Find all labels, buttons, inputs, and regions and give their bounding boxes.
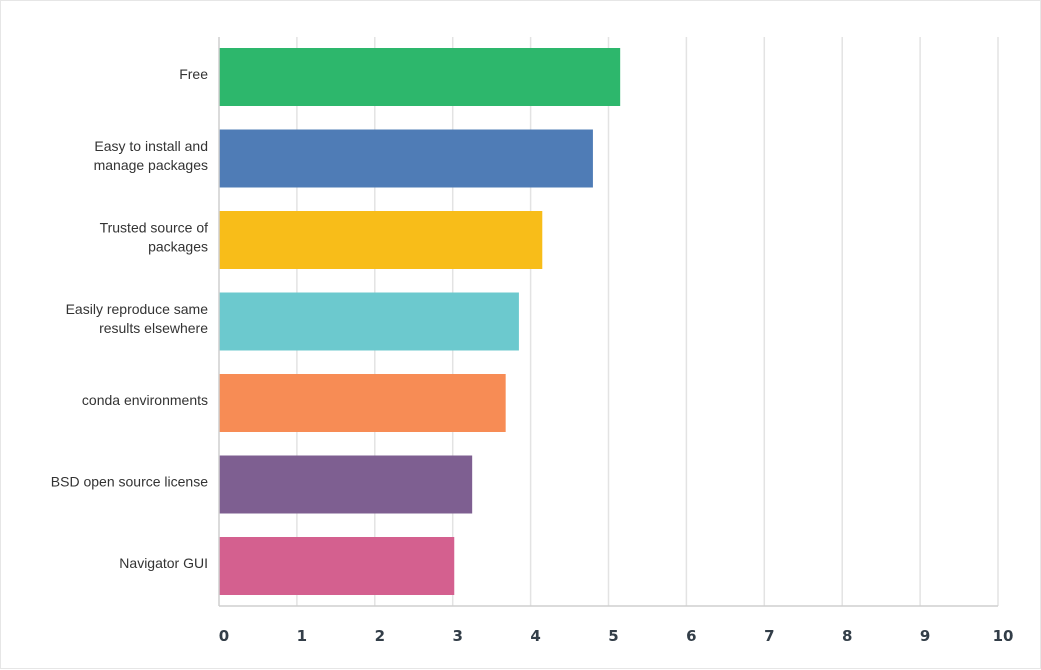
x-tick-label-5: 5 bbox=[608, 627, 618, 645]
category-labels: Free Easy to install and manage packages Tr… bbox=[51, 66, 208, 571]
x-tick-label-8: 8 bbox=[842, 627, 852, 645]
bar-2[interactable] bbox=[219, 211, 543, 269]
bar-0[interactable] bbox=[219, 48, 621, 106]
x-axis bbox=[218, 37, 998, 607]
bar-1[interactable] bbox=[219, 129, 593, 188]
x-tick-label-9: 9 bbox=[920, 627, 930, 645]
category-label-line: Free bbox=[179, 66, 208, 82]
x-tick-label-10: 10 bbox=[993, 627, 1014, 645]
category-label-line: Easily reproduce same bbox=[66, 301, 209, 317]
category-label-line: results elsewhere bbox=[99, 320, 208, 336]
x-tick-label-3: 3 bbox=[452, 627, 462, 645]
category-label-2: Trusted source of packages bbox=[100, 219, 209, 254]
category-label-line: Easy to install and bbox=[94, 138, 208, 154]
category-label-line: conda environments bbox=[82, 392, 208, 408]
x-tick-label-0: 0 bbox=[219, 627, 229, 645]
category-label-line: BSD open source license bbox=[51, 473, 208, 489]
x-tick-label-7: 7 bbox=[764, 627, 774, 645]
x-tick-label-1: 1 bbox=[297, 627, 307, 645]
x-tick-labels: 0 1 2 3 4 5 6 7 8 9 10 bbox=[219, 627, 1014, 645]
category-label-0: Free bbox=[179, 66, 208, 82]
bar-5[interactable] bbox=[219, 455, 473, 514]
category-label-3: Easily reproduce same results elsewhere bbox=[66, 301, 209, 336]
bar-6[interactable] bbox=[219, 537, 455, 595]
category-label-5: BSD open source license bbox=[51, 473, 208, 489]
category-label-line: Navigator GUI bbox=[119, 555, 208, 571]
x-tick-label-2: 2 bbox=[375, 627, 385, 645]
category-label-1: Easy to install and manage packages bbox=[94, 138, 208, 173]
category-label-4: conda environments bbox=[82, 392, 208, 408]
bars bbox=[219, 48, 621, 595]
category-label-line: packages bbox=[148, 238, 208, 254]
x-tick-label-6: 6 bbox=[686, 627, 696, 645]
bar-4[interactable] bbox=[219, 374, 506, 432]
category-label-line: Trusted source of bbox=[100, 219, 209, 235]
category-label-6: Navigator GUI bbox=[119, 555, 208, 571]
category-label-line: manage packages bbox=[94, 157, 208, 173]
bar-3[interactable] bbox=[219, 292, 519, 351]
x-tick-label-4: 4 bbox=[530, 627, 540, 645]
